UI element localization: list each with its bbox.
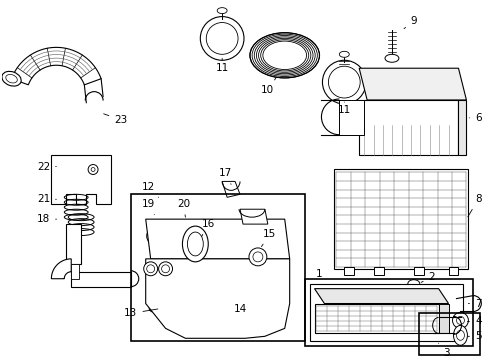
- Ellipse shape: [187, 232, 203, 256]
- Bar: [131, 194, 304, 341]
- Polygon shape: [51, 154, 111, 204]
- Text: 20: 20: [177, 199, 190, 217]
- Ellipse shape: [248, 248, 266, 266]
- Ellipse shape: [2, 71, 21, 86]
- Ellipse shape: [88, 165, 98, 175]
- Text: 19: 19: [142, 199, 155, 215]
- Ellipse shape: [179, 230, 191, 242]
- Ellipse shape: [161, 265, 169, 273]
- Bar: [373, 267, 383, 275]
- Bar: [344, 267, 353, 275]
- Polygon shape: [71, 264, 79, 279]
- Ellipse shape: [182, 226, 208, 262]
- Polygon shape: [71, 272, 131, 287]
- Text: 11: 11: [337, 102, 350, 115]
- Ellipse shape: [452, 325, 467, 345]
- Ellipse shape: [158, 262, 172, 276]
- Text: 2: 2: [420, 272, 434, 282]
- Bar: [447, 267, 458, 275]
- Ellipse shape: [456, 316, 464, 324]
- Text: 12: 12: [142, 183, 158, 197]
- Ellipse shape: [252, 252, 263, 262]
- Ellipse shape: [451, 312, 468, 328]
- Text: 6: 6: [468, 113, 481, 123]
- Ellipse shape: [217, 8, 226, 14]
- Ellipse shape: [206, 23, 238, 54]
- Text: 4: 4: [467, 316, 481, 327]
- Text: 3: 3: [438, 343, 449, 358]
- Ellipse shape: [149, 301, 162, 312]
- Ellipse shape: [456, 330, 464, 340]
- Bar: [413, 267, 423, 275]
- Bar: [334, 170, 468, 269]
- Bar: [304, 279, 472, 346]
- Ellipse shape: [174, 225, 196, 247]
- Polygon shape: [359, 68, 466, 100]
- Ellipse shape: [6, 75, 17, 83]
- Ellipse shape: [384, 54, 398, 62]
- Ellipse shape: [91, 167, 95, 171]
- Text: 13: 13: [124, 309, 158, 319]
- Polygon shape: [12, 48, 101, 85]
- Ellipse shape: [322, 60, 366, 104]
- Text: 16: 16: [201, 219, 214, 237]
- Text: 9: 9: [403, 15, 416, 29]
- Ellipse shape: [146, 227, 164, 245]
- Text: 10: 10: [261, 77, 276, 95]
- Text: 17: 17: [218, 168, 231, 184]
- Text: 21: 21: [37, 194, 56, 204]
- Polygon shape: [145, 219, 289, 259]
- Text: 23: 23: [103, 114, 127, 125]
- Polygon shape: [458, 100, 466, 154]
- Bar: [418, 314, 479, 355]
- Text: 14: 14: [233, 303, 246, 314]
- Ellipse shape: [150, 231, 160, 241]
- Text: 11: 11: [215, 58, 228, 73]
- Polygon shape: [66, 224, 81, 264]
- Text: 22: 22: [37, 162, 56, 171]
- Polygon shape: [314, 289, 447, 303]
- Polygon shape: [339, 100, 364, 135]
- Ellipse shape: [407, 280, 419, 288]
- Polygon shape: [222, 181, 240, 197]
- Polygon shape: [359, 100, 458, 154]
- Ellipse shape: [143, 262, 157, 276]
- Polygon shape: [145, 259, 289, 338]
- Bar: [309, 284, 463, 341]
- Text: 7: 7: [468, 298, 481, 309]
- Polygon shape: [240, 209, 267, 224]
- Polygon shape: [51, 259, 71, 279]
- Ellipse shape: [328, 66, 360, 98]
- Ellipse shape: [339, 51, 348, 57]
- Polygon shape: [314, 303, 438, 333]
- Polygon shape: [438, 303, 447, 333]
- Ellipse shape: [200, 17, 244, 60]
- Ellipse shape: [146, 265, 154, 273]
- Text: 5: 5: [467, 331, 481, 341]
- Text: 8: 8: [467, 194, 481, 217]
- Text: 1: 1: [316, 269, 322, 279]
- Text: 18: 18: [37, 214, 57, 224]
- Text: 15: 15: [261, 229, 276, 247]
